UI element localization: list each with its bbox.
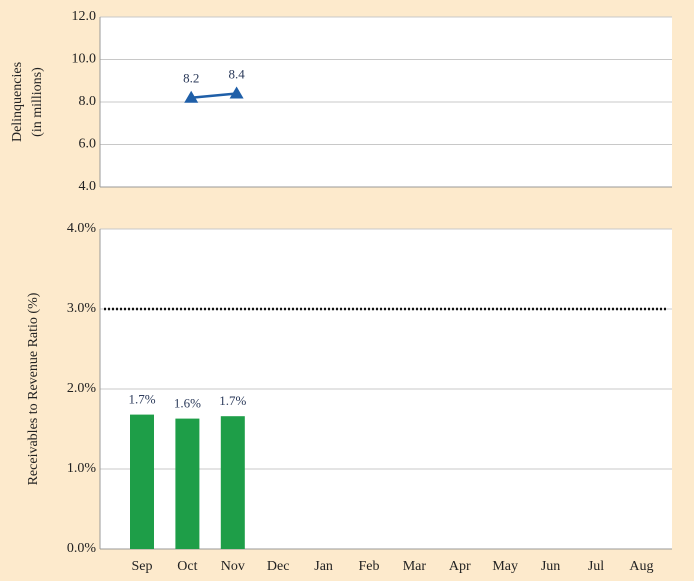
data-label: 1.6% xyxy=(174,396,201,411)
data-label: 1.7% xyxy=(219,393,246,408)
x-tick-label: May xyxy=(492,559,518,574)
y-tick-label: 3.0% xyxy=(67,301,97,316)
y-axis-label: Receivables to Revenue Ratio (%) xyxy=(26,292,41,485)
marker xyxy=(184,90,199,103)
y-tick-label: 10.0 xyxy=(72,52,97,67)
x-tick-label: Feb xyxy=(359,559,380,574)
x-tick-label: Jul xyxy=(588,559,604,574)
x-tick-label: Apr xyxy=(449,559,471,574)
bar xyxy=(130,414,154,549)
data-label: 8.2 xyxy=(183,71,199,86)
y-tick-label: 8.0 xyxy=(79,94,97,109)
marker xyxy=(229,86,244,99)
bar xyxy=(175,418,200,549)
y-tick-label: 1.0% xyxy=(67,461,97,476)
y-tick-label: 2.0% xyxy=(67,381,97,396)
data-label: 1.7% xyxy=(128,392,155,407)
bar xyxy=(220,416,245,549)
x-tick-label: Dec xyxy=(267,559,290,574)
x-tick-label: Aug xyxy=(629,559,653,574)
x-tick-label: Oct xyxy=(177,559,197,574)
y-tick-label: 12.0 xyxy=(72,9,97,24)
y-tick-label: 4.0% xyxy=(67,221,97,236)
x-tick-label: Sep xyxy=(132,559,153,574)
line xyxy=(191,92,237,99)
y-axis-label: Delinquencies xyxy=(10,62,25,142)
x-tick-label: Nov xyxy=(221,559,245,574)
y-tick-label: 6.0 xyxy=(79,137,97,152)
x-tick-label: Jun xyxy=(541,559,560,574)
y-tick-label: 0.0% xyxy=(67,541,97,556)
x-tick-label: Mar xyxy=(403,559,427,574)
x-tick-label: Jan xyxy=(314,559,333,574)
y-axis-label: (in millions) xyxy=(30,67,45,137)
y-tick-label: 4.0 xyxy=(79,179,97,194)
data-label: 8.4 xyxy=(228,66,245,81)
